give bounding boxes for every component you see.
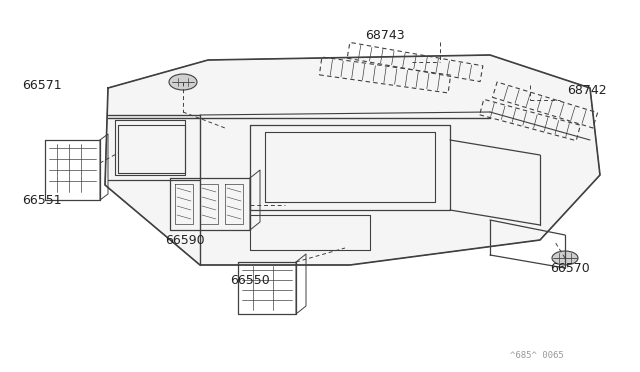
Polygon shape xyxy=(105,55,600,265)
Text: 66551: 66551 xyxy=(22,193,61,206)
Text: 66550: 66550 xyxy=(230,273,269,286)
Text: 68743: 68743 xyxy=(365,29,405,42)
Ellipse shape xyxy=(169,74,197,90)
Text: 66590: 66590 xyxy=(165,234,205,247)
Text: 66571: 66571 xyxy=(22,78,61,92)
Text: 66570: 66570 xyxy=(550,262,589,275)
Ellipse shape xyxy=(552,251,578,265)
Text: ^685^ 0065: ^685^ 0065 xyxy=(510,350,564,359)
Text: 68742: 68742 xyxy=(567,83,607,96)
